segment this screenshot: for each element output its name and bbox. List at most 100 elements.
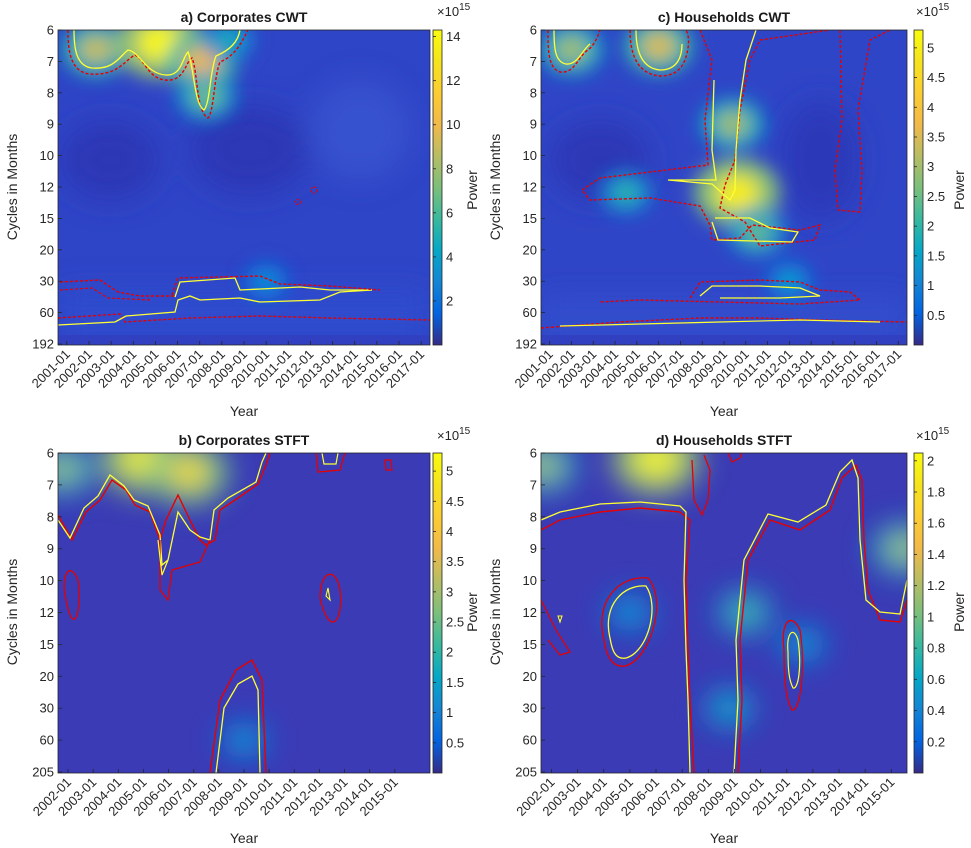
colorbar-tick-label: 4.5 — [446, 494, 464, 509]
panel-a-heatmap — [58, 30, 430, 345]
colorbar-tick-label: 2 — [927, 453, 934, 468]
y-tick-label: 9 — [47, 541, 54, 556]
y-tick-label: 12 — [40, 605, 54, 620]
y-tick-label: 8 — [530, 509, 537, 524]
hotspot — [634, 453, 679, 478]
y-tick-label: 10 — [523, 573, 537, 588]
hotspot — [618, 602, 642, 623]
panel-a-ylabel: Cycles in Months — [4, 134, 20, 241]
y-tick-label: 6 — [530, 446, 537, 461]
y-tick-label: 6 — [47, 446, 54, 461]
colorbar-tick-label: 1.5 — [446, 675, 464, 690]
hotspot — [613, 182, 639, 204]
panel-a-significance-contour — [67, 30, 249, 119]
hotspot — [716, 698, 742, 719]
y-tick-label: 30 — [40, 274, 54, 289]
panel-d-heatmap — [541, 453, 907, 773]
hotspot — [716, 111, 749, 137]
y-tick-label: 8 — [530, 85, 537, 100]
colorbar-tick-label: 0.6 — [927, 672, 945, 687]
colorbar-tick-label: 2 — [446, 293, 453, 308]
y-tick-label: 6 — [530, 23, 537, 38]
y-tick-label: 30 — [40, 701, 54, 716]
panel-c-y-ticks: 6 7 8 9 10 12 15 20 30 60 192 — [515, 23, 545, 352]
panel-a-x-ticks: 2001-012002-012003-012004-012005-012006-… — [29, 341, 427, 391]
colorbar-tick-label: 12 — [446, 73, 460, 88]
colorbar-tick-label: 2 — [927, 219, 934, 234]
y-tick-label: 10 — [40, 573, 54, 588]
y-tick-label: 8 — [47, 509, 54, 524]
colorbar-tick-label: 1 — [446, 705, 453, 720]
y-tick-label: 30 — [523, 274, 537, 289]
y-tick-label: 9 — [47, 117, 54, 132]
panel-c-xlabel: Year — [710, 403, 739, 419]
panel-b-heatmap — [58, 453, 430, 773]
colorbar-tick-label: 14 — [446, 29, 460, 44]
colorbar-tick-label: 5 — [446, 464, 453, 479]
y-tick-label: 205 — [515, 765, 537, 780]
panel-b-ylabel: Cycles in Months — [4, 559, 20, 666]
colorbar-tick-label: 5 — [927, 40, 934, 55]
panel-c-colorbar: 0.5 1 1.5 2 2.5 3 3.5 4 4.5 5 ×1015 Power — [913, 2, 967, 346]
colorbar-tick-label: 3 — [446, 584, 453, 599]
hotspot — [168, 456, 209, 489]
panel-a-title: a) Corporates CWT — [181, 9, 308, 25]
hotspot — [641, 32, 676, 61]
colorbar-tick-label: 3.5 — [446, 554, 464, 569]
colorbar-tick-label: 1 — [927, 609, 934, 624]
y-tick-label: 15 — [40, 637, 54, 652]
panel-b-power-contour — [58, 453, 267, 567]
panel-a-y-ticks: 6 7 8 9 10 12 15 20 30 60 192 — [32, 23, 62, 352]
panel-c-colorbar-exponent: ×1015 — [916, 2, 950, 19]
panel-d-colorbar-label: Power — [951, 592, 967, 632]
colorbar-tick-label: 1.4 — [927, 547, 945, 562]
colorbar-tick-label: 8 — [446, 161, 453, 176]
colorbar-tick-label: 1.6 — [927, 516, 945, 531]
colorbar-tick-label: 0.4 — [927, 703, 945, 718]
y-tick-label: 10 — [40, 148, 54, 163]
panel-c-power-contour — [667, 30, 757, 202]
y-tick-label: 7 — [530, 477, 537, 492]
y-tick-label: 12 — [40, 180, 54, 195]
y-tick-label: 10 — [523, 148, 537, 163]
colorbar-tick-label: 4 — [446, 524, 453, 539]
y-tick-label: 9 — [530, 117, 537, 132]
panel-d-xlabel: Year — [710, 830, 739, 846]
colorbar-tick-label: 3.5 — [927, 129, 945, 144]
panel-d-y-ticks: 6 7 8 9 10 12 15 20 30 60 205 — [515, 446, 545, 780]
colorbar-tick-label: 1.8 — [927, 485, 945, 500]
colorbar-tick-label: 0.8 — [927, 641, 945, 656]
y-tick-label: 6 — [47, 23, 54, 38]
panel-b-y-ticks: 6 7 8 9 10 12 15 20 30 60 205 — [32, 446, 62, 780]
colorbar-tick-label: 1 — [927, 278, 934, 293]
hotspot — [731, 601, 759, 624]
panel-c: c) Households CWT — [487, 2, 967, 419]
y-tick-label: 205 — [32, 765, 54, 780]
colorbar-tick-label: 6 — [446, 205, 453, 220]
colorbar-tick-label: 2.5 — [446, 615, 464, 630]
panel-c-x-ticks: 2001-012002-012003-012004-012005-012006-… — [511, 341, 904, 391]
y-tick-label: 7 — [47, 54, 54, 69]
colorbar-tick-label: 2.5 — [927, 189, 945, 204]
y-tick-label: 60 — [40, 305, 54, 320]
y-tick-label: 12 — [523, 180, 537, 195]
panel-d-title: d) Households STFT — [656, 432, 793, 448]
y-tick-label: 60 — [40, 733, 54, 748]
y-tick-label: 15 — [523, 211, 537, 226]
y-tick-label: 15 — [523, 637, 537, 652]
hotspot — [58, 456, 79, 483]
colorbar-tick-label: 4 — [446, 249, 453, 264]
panel-b-x-ticks: 2002-012003-012004-012005-012006-012007-… — [30, 769, 401, 819]
colorbar-tick-label: 4.5 — [927, 70, 945, 85]
colorbar-tick-label: 1.5 — [927, 248, 945, 263]
y-tick-label: 60 — [523, 733, 537, 748]
panel-b-colorbar: 0.5 1 1.5 2 2.5 3 3.5 4 4.5 5 ×1015 Power — [432, 426, 480, 774]
panel-a-colorbar-label: Power — [464, 170, 480, 210]
panel-a: a) Corporates CWT — [4, 2, 480, 419]
panel-b-colorbar-label: Power — [464, 592, 480, 632]
panel-d-significance-contour — [541, 507, 695, 773]
colorbar-tick-label: 0.5 — [927, 308, 945, 323]
y-tick-label: 192 — [32, 337, 54, 352]
panel-b-significance-contour — [58, 453, 271, 546]
